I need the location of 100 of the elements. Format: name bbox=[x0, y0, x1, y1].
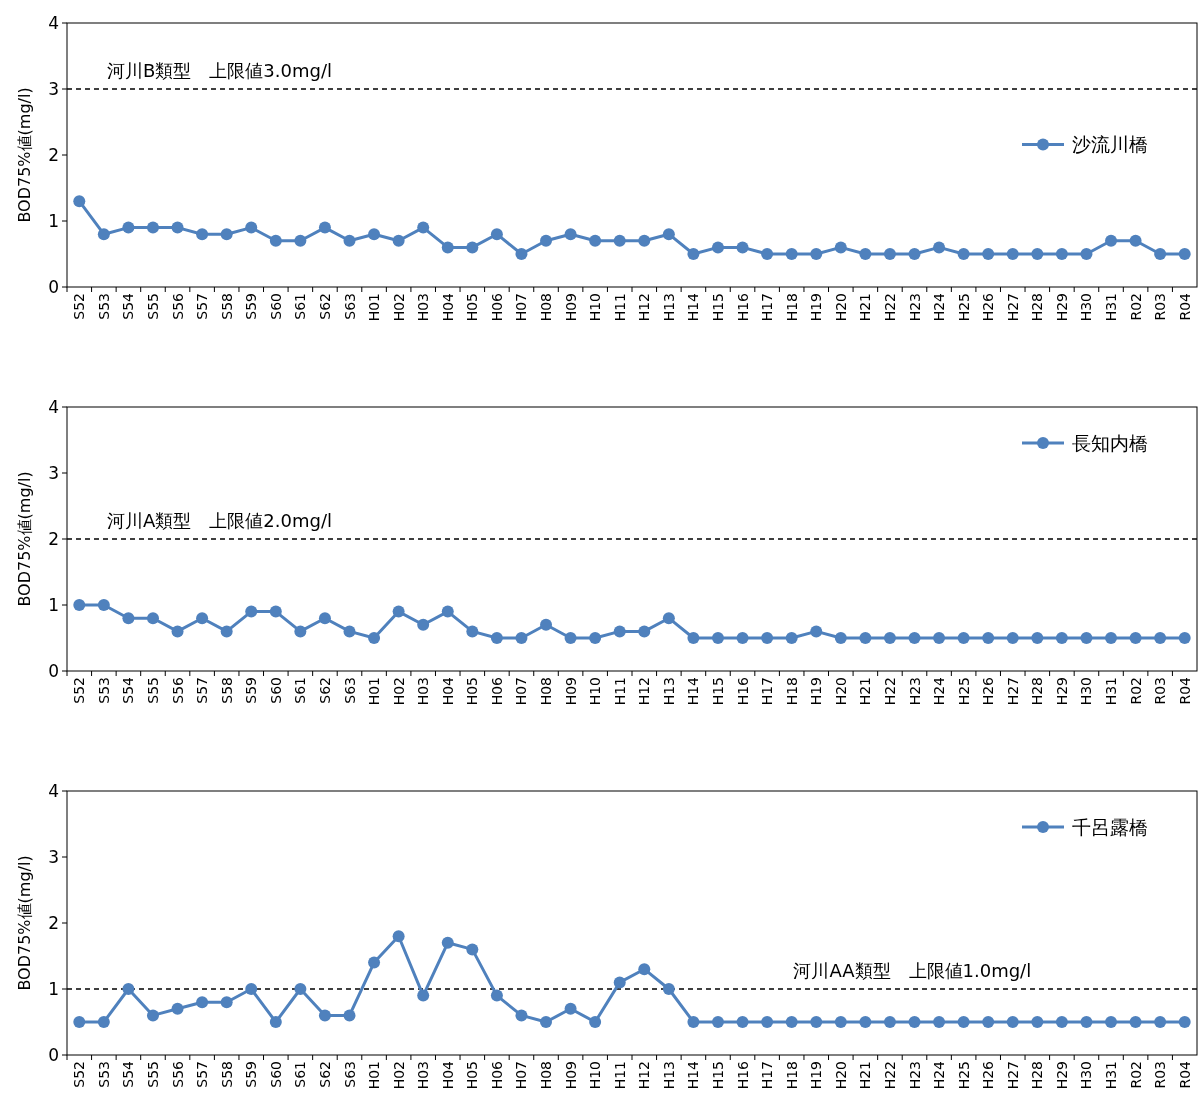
point bbox=[810, 625, 823, 638]
x-tick-label: H07 bbox=[513, 1061, 530, 1090]
point bbox=[834, 241, 847, 254]
x-tick-label: H11 bbox=[611, 1061, 628, 1090]
x-tick-label: S54 bbox=[120, 1060, 137, 1088]
y-axis-title: BOD75%値(mg/l) bbox=[15, 855, 34, 991]
x-tick-label: H09 bbox=[562, 1061, 579, 1090]
x-tick-label: H09 bbox=[562, 293, 579, 322]
point bbox=[368, 632, 381, 644]
point bbox=[368, 228, 381, 241]
x-tick-label: H09 bbox=[562, 677, 579, 706]
point bbox=[1178, 248, 1191, 260]
x-tick-label: H03 bbox=[415, 293, 432, 322]
point bbox=[490, 632, 503, 644]
point bbox=[318, 1009, 331, 1022]
point bbox=[417, 989, 430, 1002]
point bbox=[245, 221, 258, 234]
x-tick-label: S63 bbox=[341, 677, 358, 704]
point bbox=[662, 612, 675, 625]
point bbox=[441, 936, 454, 949]
point bbox=[1129, 1016, 1142, 1028]
point bbox=[908, 1016, 921, 1028]
x-tick-label: S56 bbox=[169, 1060, 186, 1088]
x-tick-label: S57 bbox=[194, 677, 211, 704]
legend-label: 千呂露橋 bbox=[1072, 816, 1148, 838]
x-tick-label: H12 bbox=[636, 677, 653, 706]
point bbox=[933, 1016, 946, 1028]
x-tick-label: S59 bbox=[243, 1061, 260, 1088]
point bbox=[1105, 632, 1118, 644]
x-tick-label: H27 bbox=[1004, 293, 1021, 322]
point bbox=[662, 228, 675, 241]
x-tick-label: H25 bbox=[955, 677, 972, 706]
x-tick-label: H23 bbox=[906, 1061, 923, 1090]
point bbox=[638, 963, 651, 976]
x-tick-label: S54 bbox=[120, 292, 137, 320]
x-tick-label: H19 bbox=[808, 1061, 825, 1090]
x-tick-label: H08 bbox=[538, 293, 555, 322]
x-tick-label: H12 bbox=[636, 293, 653, 322]
x-tick-label: H14 bbox=[685, 292, 702, 322]
point bbox=[368, 956, 381, 969]
x-tick-label: S55 bbox=[144, 293, 161, 320]
x-tick-label: H26 bbox=[980, 1060, 997, 1090]
x-tick-label: H28 bbox=[1029, 293, 1046, 322]
point bbox=[982, 248, 995, 260]
ref-line-label: 河川B類型 上限値3.0mg/l bbox=[107, 60, 332, 81]
point bbox=[564, 1002, 577, 1015]
point bbox=[957, 248, 970, 260]
y-tick-label: 3 bbox=[48, 847, 59, 867]
point bbox=[490, 228, 503, 241]
ref-line-label: 河川AA類型 上限値1.0mg/l bbox=[793, 960, 1032, 981]
point bbox=[589, 632, 602, 644]
y-tick-label: 1 bbox=[48, 979, 59, 999]
point bbox=[736, 1016, 749, 1028]
x-tick-label: H19 bbox=[808, 677, 825, 706]
x-tick-label: H03 bbox=[415, 677, 432, 706]
point bbox=[1129, 234, 1142, 247]
point bbox=[1055, 1016, 1068, 1028]
point bbox=[1080, 1016, 1093, 1028]
point bbox=[933, 241, 946, 254]
point bbox=[957, 1016, 970, 1028]
point bbox=[171, 221, 184, 234]
point bbox=[834, 1016, 847, 1028]
point bbox=[196, 996, 209, 1009]
y-tick-label: 3 bbox=[48, 463, 59, 483]
point bbox=[146, 1009, 159, 1022]
point bbox=[1006, 1016, 1019, 1028]
x-tick-label: R04 bbox=[1176, 676, 1193, 705]
point bbox=[220, 625, 233, 638]
x-tick-label: H20 bbox=[832, 293, 849, 322]
point bbox=[146, 612, 159, 625]
x-tick-label: H01 bbox=[366, 1061, 383, 1090]
x-tick-label: H15 bbox=[709, 677, 726, 706]
x-tick-label: S62 bbox=[316, 1061, 333, 1088]
x-tick-label: H03 bbox=[415, 1061, 432, 1090]
x-tick-label: H22 bbox=[881, 1061, 898, 1090]
y-tick-label: 0 bbox=[48, 1045, 59, 1065]
x-tick-label: H29 bbox=[1053, 677, 1070, 706]
point bbox=[613, 625, 626, 638]
x-tick-label: H18 bbox=[783, 293, 800, 322]
x-tick-label: H05 bbox=[464, 293, 481, 322]
x-tick-label: S53 bbox=[95, 677, 112, 704]
x-tick-label: S54 bbox=[120, 676, 137, 704]
x-tick-label: H01 bbox=[366, 293, 383, 322]
point bbox=[269, 605, 282, 618]
x-tick-label: H18 bbox=[783, 677, 800, 706]
point bbox=[73, 1016, 86, 1028]
x-tick-label: H13 bbox=[660, 293, 677, 322]
x-tick-label: H16 bbox=[734, 292, 751, 322]
point bbox=[957, 632, 970, 644]
x-tick-label: S52 bbox=[71, 677, 88, 704]
y-tick-label: 4 bbox=[48, 781, 59, 801]
point bbox=[883, 632, 896, 644]
point bbox=[269, 1016, 282, 1028]
x-tick-label: S57 bbox=[194, 1061, 211, 1088]
point bbox=[540, 234, 553, 247]
x-tick-label: H28 bbox=[1029, 677, 1046, 706]
y-axis-title: BOD75%値(mg/l) bbox=[15, 87, 34, 223]
point bbox=[662, 983, 675, 995]
x-tick-label: S58 bbox=[218, 677, 235, 704]
point bbox=[122, 221, 135, 234]
